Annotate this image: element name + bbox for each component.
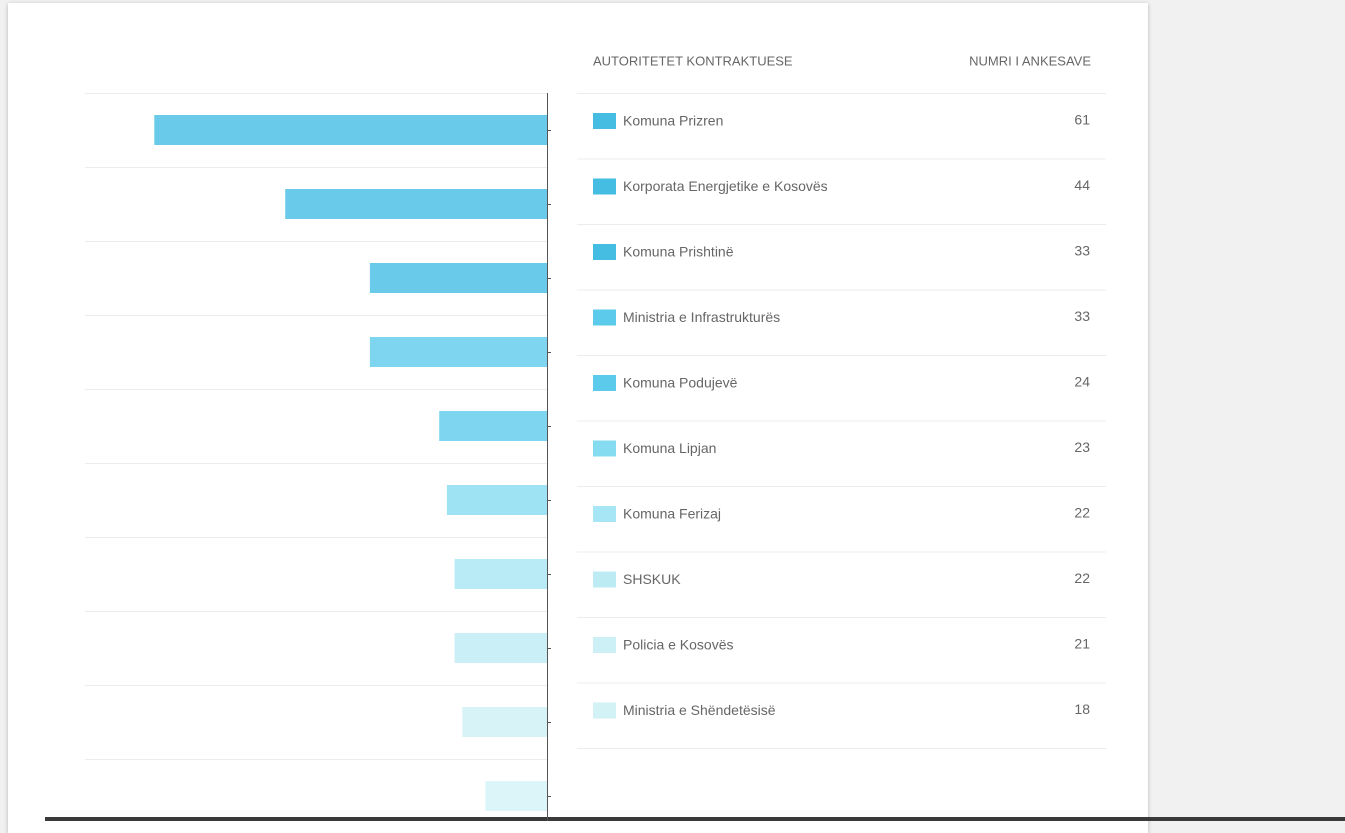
value-label: 61 (1074, 112, 1090, 128)
bar (369, 263, 547, 293)
bar (454, 559, 547, 589)
bar (439, 411, 547, 441)
category-label: SHSKUK (623, 571, 681, 587)
legend-swatch (593, 375, 616, 391)
category-label: Policia e Kosovës (623, 637, 734, 653)
legend-swatch (593, 309, 616, 326)
category-label: Komuna Podujevë (623, 375, 738, 391)
legend-swatch (593, 702, 616, 719)
legend-swatch (593, 637, 616, 653)
column-header: AUTORITETET KONTRAKTUESE (593, 53, 793, 68)
value-label: 33 (1074, 243, 1090, 259)
category-label: Komuna Lipjan (623, 440, 716, 456)
value-label: 21 (1074, 636, 1090, 652)
bar (154, 115, 548, 145)
category-label: Ministria e Shëndetësisë (623, 702, 776, 718)
category-label: Komuna Prizren (623, 113, 723, 129)
bar (446, 485, 547, 515)
column-header: NUMRI I ANKESAVE (969, 53, 1091, 68)
bar (285, 189, 547, 219)
legend-swatch (593, 506, 616, 522)
value-label: 44 (1074, 177, 1090, 193)
legend-swatch (593, 113, 616, 129)
bar (485, 781, 547, 811)
category-label: Komuna Prishtinë (623, 244, 734, 260)
bottom-strip (45, 817, 1345, 821)
bar (369, 337, 547, 367)
category-label: Korporata Energjetike e Kosovës (623, 178, 828, 194)
legend-swatch (593, 571, 616, 588)
category-label: Komuna Ferizaj (623, 506, 721, 522)
value-label: 22 (1074, 570, 1090, 586)
value-label: 23 (1074, 439, 1090, 455)
legend-swatch (593, 244, 616, 260)
bar (462, 707, 547, 737)
value-label: 18 (1074, 701, 1090, 717)
legend-swatch (593, 440, 616, 457)
value-label: 33 (1074, 308, 1090, 324)
legend-swatch (593, 178, 616, 195)
value-label: 22 (1074, 505, 1090, 521)
category-label: Ministria e Infrastrukturës (623, 309, 780, 325)
bar (454, 633, 547, 663)
value-label: 24 (1074, 374, 1090, 390)
